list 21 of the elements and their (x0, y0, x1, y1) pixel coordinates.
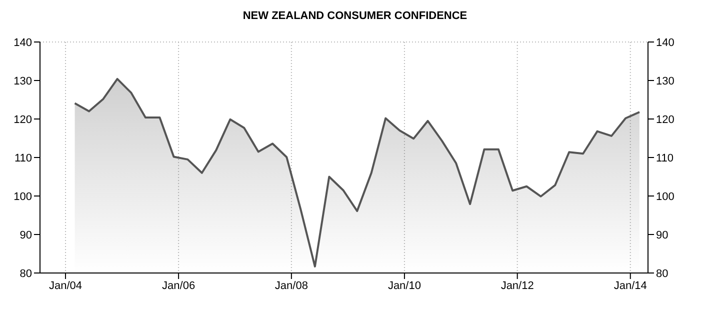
y2-tick-label: 130 (656, 75, 674, 88)
y2-tick-label: 80 (656, 268, 668, 280)
y-tick-label: 130 (14, 75, 32, 88)
y2-tick-label: 120 (656, 114, 674, 126)
y2-tick-label: 90 (656, 229, 668, 242)
y-tick-label: 140 (14, 36, 32, 49)
x-tick-label: Jan/04 (49, 280, 82, 292)
y-tick-label: 120 (14, 114, 32, 126)
x-tick-label: Jan/06 (162, 280, 196, 292)
x-tick-label: Jan/10 (388, 280, 421, 292)
chart-title: NEW ZEALAND CONSUMER CONFIDENCE (242, 10, 468, 22)
x-tick-label: Jan/12 (500, 280, 534, 292)
y2-tick-label: 110 (656, 152, 674, 164)
y2-tick-label: 100 (656, 190, 674, 203)
x-tick-label: Jan/14 (614, 280, 647, 292)
y-tick-label: 90 (20, 229, 32, 242)
y-tick-label: 80 (20, 268, 32, 280)
x-tick-label: Jan/08 (274, 280, 308, 292)
y-tick-label: 100 (14, 190, 32, 203)
y-tick-label: 110 (14, 152, 32, 164)
y2-tick-label: 140 (656, 36, 674, 49)
